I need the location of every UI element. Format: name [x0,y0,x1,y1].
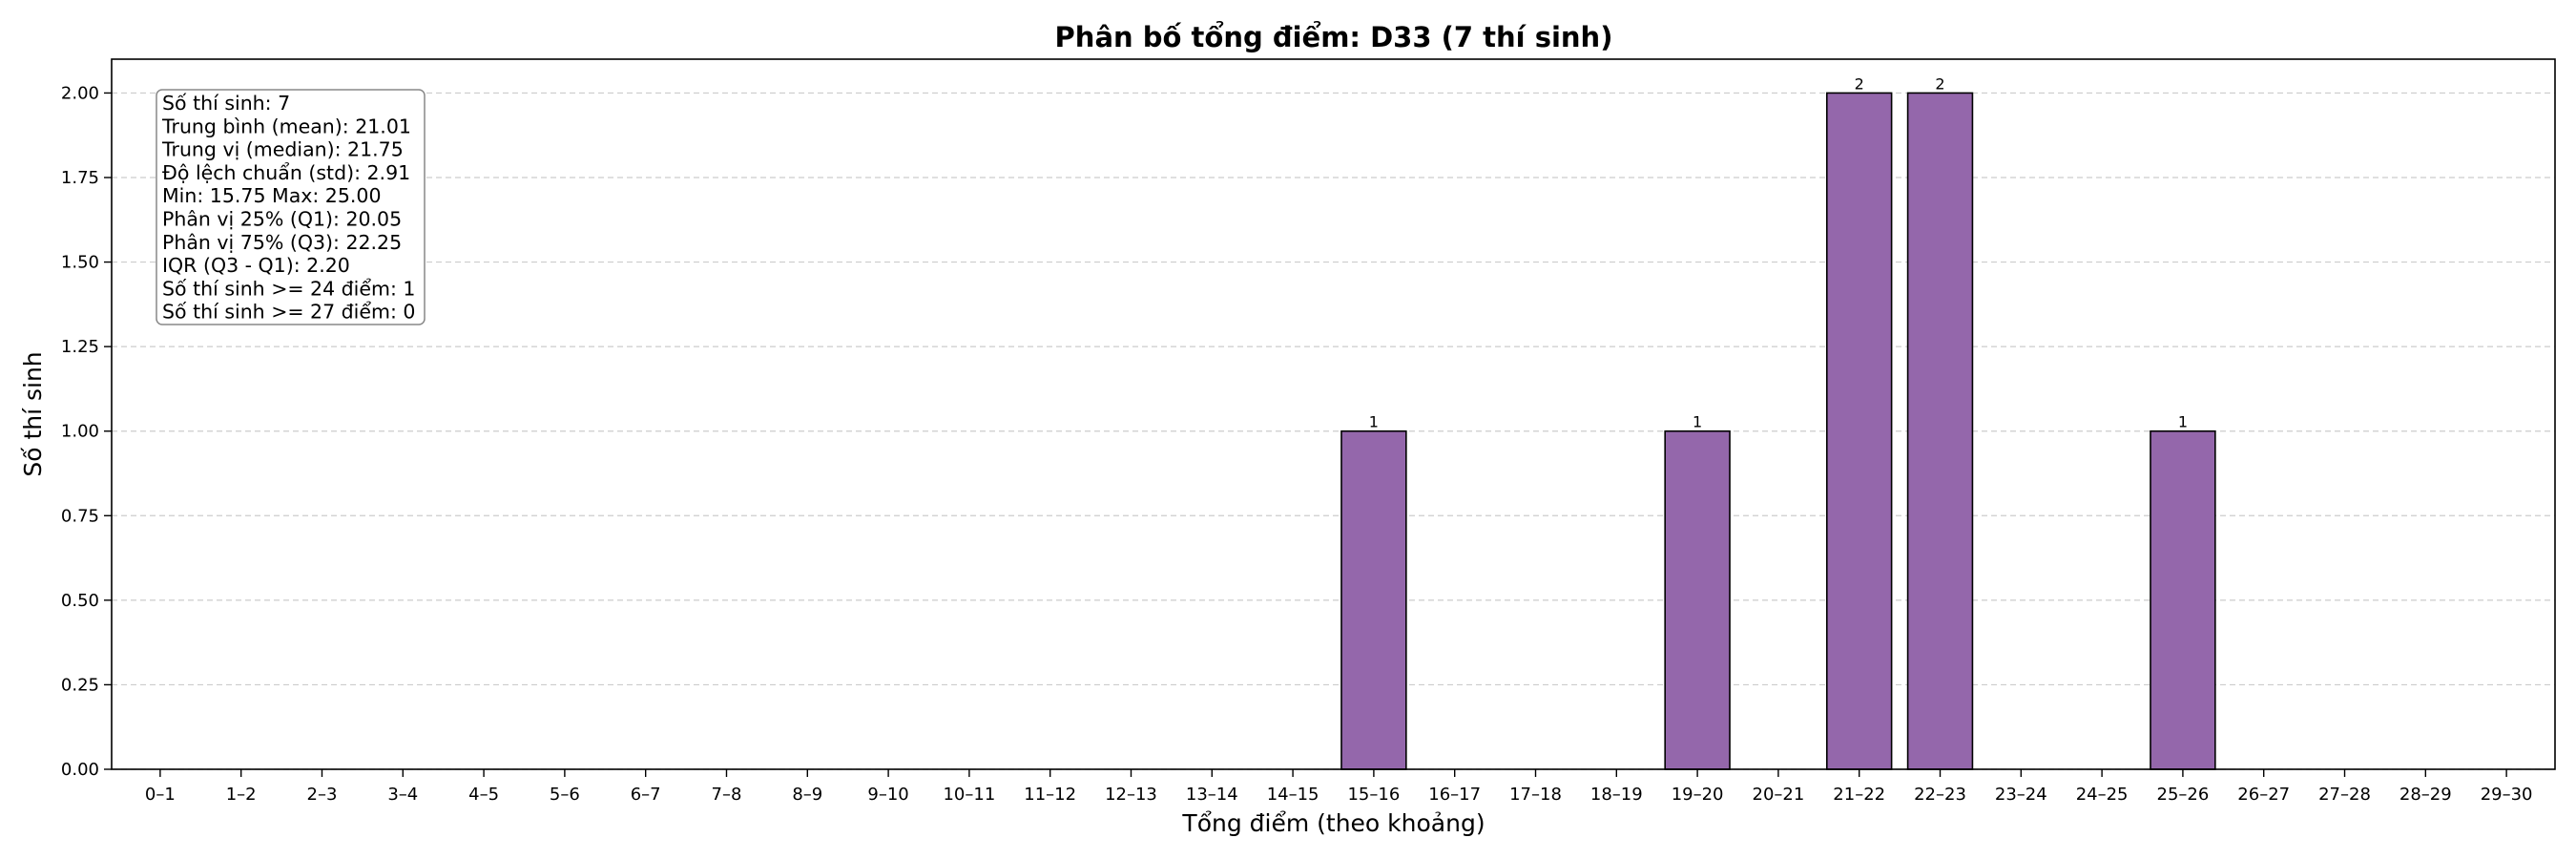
stats-line: Trung vị (median): 21.75 [161,138,404,161]
stats-line: Số thí sinh >= 24 điểm: 1 [162,277,415,300]
x-tick-label: 8–9 [792,785,822,805]
stats-line: Độ lệch chuẩn (std): 2.91 [162,161,410,184]
y-tick-label: 1.00 [61,422,99,442]
x-tick-label: 9–10 [867,785,908,805]
x-tick-label: 6–7 [631,785,661,805]
x-tick-label: 16–17 [1428,785,1481,805]
y-tick-label: 1.25 [61,337,99,357]
stats-line: Min: 15.75 Max: 25.00 [162,184,382,207]
x-tick-label: 24–25 [2076,785,2129,805]
x-axis-ticks: 0–1 1–2 2–3 3–4 4–5 5–6 6–7 7–8 8–9 9–10 10–11 11–1… [145,769,2533,805]
y-tick-label: 2.00 [61,83,99,103]
x-tick-label: 18–19 [1590,785,1643,805]
bar [1664,430,1731,770]
x-tick-label: 17–18 [1509,785,1562,805]
y-tick-label: 0.50 [61,591,99,611]
y-axis-ticks: 0.00 0.25 0.50 0.75 1.00 1.25 1.50 1.75 2.00 [61,83,112,780]
y-tick-label: 1.75 [61,168,99,188]
y-axis-label: Số thí sinh [19,351,47,476]
x-tick-label: 7–8 [712,785,742,805]
x-tick-label: 1–2 [226,785,257,805]
x-tick-label: 0–1 [145,785,176,805]
grid-lines [112,92,2555,770]
y-tick-label: 1.50 [61,253,99,273]
x-tick-label: 5–6 [550,785,580,805]
chart-title: Phân bố tổng điểm: D33 (7 thí sinh) [1055,21,1613,53]
x-tick-label: 14–15 [1267,785,1319,805]
x-tick-label: 3–4 [387,785,418,805]
bar-value-label: 1 [1693,413,1702,431]
x-tick-label: 12–13 [1105,785,1157,805]
x-tick-label: 15–16 [1347,785,1400,805]
stats-line: Trung bình (mean): 21.01 [161,115,411,137]
x-tick-label: 26–27 [2237,785,2290,805]
x-axis-label: Tổng điểm (theo khoảng) [1181,809,1485,837]
x-tick-label: 21–22 [1833,785,1885,805]
x-tick-label: 4–5 [468,785,499,805]
x-tick-label: 22–23 [1914,785,1966,805]
x-tick-label: 29–30 [2481,785,2533,805]
bar-value-label: 1 [2178,413,2188,431]
bar-value-label: 1 [1369,413,1379,431]
stats-line: IQR (Q3 - Q1): 2.20 [162,254,350,277]
y-tick-label: 0.25 [61,675,99,695]
x-tick-label: 19–20 [1672,785,1724,805]
x-tick-label: 25–26 [2157,785,2210,805]
stats-line: Phân vị 75% (Q3): 22.25 [162,231,402,254]
x-tick-label: 10–11 [943,785,995,805]
x-tick-label: 13–14 [1186,785,1238,805]
stats-box-background [156,89,426,325]
stats-line: Số thí sinh: 7 [162,92,290,115]
bar [2150,430,2216,770]
bar-value-label: 2 [1935,74,1944,93]
bar [1906,92,1974,770]
x-tick-label: 23–24 [1995,785,2047,805]
x-tick-label: 27–28 [2318,785,2371,805]
stats-line: Số thí sinh >= 27 điểm: 0 [162,301,415,324]
bar [1340,430,1407,770]
x-tick-label: 11–12 [1024,785,1076,805]
y-tick-label: 0.00 [61,760,99,780]
bar [1825,92,1893,770]
bar-value-label: 2 [1855,74,1864,93]
stats-line: Phân vị 25% (Q1): 20.05 [162,208,402,231]
x-tick-label: 28–29 [2399,785,2452,805]
plot-frame [111,58,2556,770]
y-tick-label: 0.75 [61,506,99,526]
bars [1340,92,2216,770]
bar-labels: 1 1 2 2 1 [1369,74,2188,430]
x-tick-label: 2–3 [307,785,338,805]
x-tick-label: 20–21 [1753,785,1805,805]
